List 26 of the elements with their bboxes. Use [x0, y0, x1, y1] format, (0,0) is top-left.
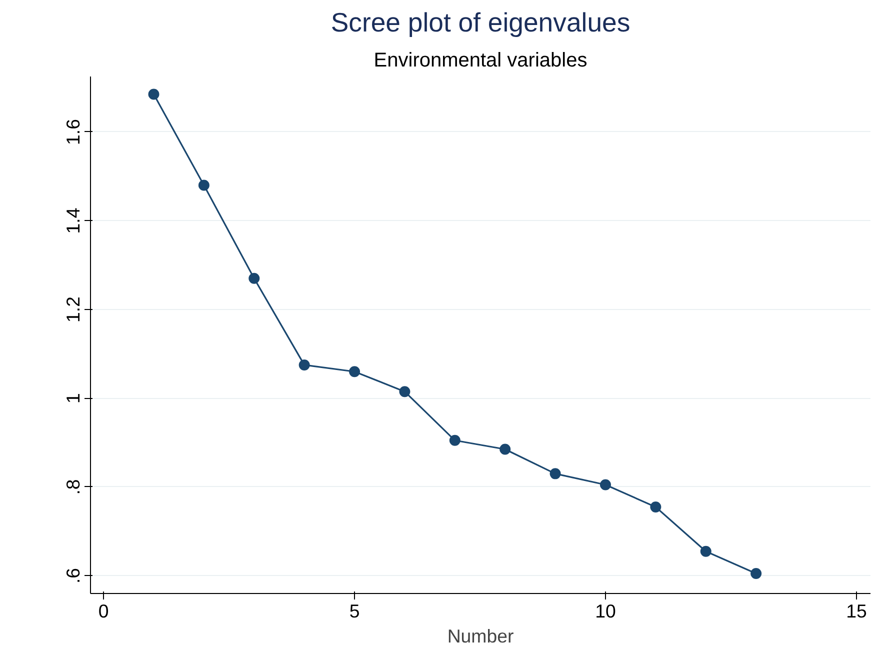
x-tick-label: 15	[846, 600, 867, 622]
point	[650, 501, 662, 512]
y-tick-label: 1	[62, 393, 84, 404]
x-axis-title: Number	[447, 626, 514, 646]
point	[298, 359, 310, 370]
chart-subtitle: Environmental variables	[374, 50, 588, 72]
point	[399, 386, 410, 398]
point	[750, 568, 762, 580]
point	[198, 180, 210, 191]
point	[148, 88, 160, 100]
point	[349, 366, 360, 378]
point	[248, 272, 260, 284]
point	[449, 434, 460, 446]
point	[500, 444, 511, 455]
point	[600, 479, 611, 490]
point	[700, 546, 712, 557]
point	[550, 468, 561, 480]
y-tick-label: .8	[62, 479, 84, 495]
y-tick-label: 1.2	[62, 296, 84, 322]
x-tick-label: 0	[98, 600, 109, 622]
x-tick-label: 10	[595, 600, 616, 622]
y-tick-label: 1.6	[62, 119, 84, 145]
chart-title: Scree plot of eigenvalues	[330, 8, 630, 38]
y-tick-label: .6	[62, 568, 84, 584]
x-tick-label: 5	[349, 600, 360, 622]
y-tick-label: 1.4	[62, 208, 84, 234]
